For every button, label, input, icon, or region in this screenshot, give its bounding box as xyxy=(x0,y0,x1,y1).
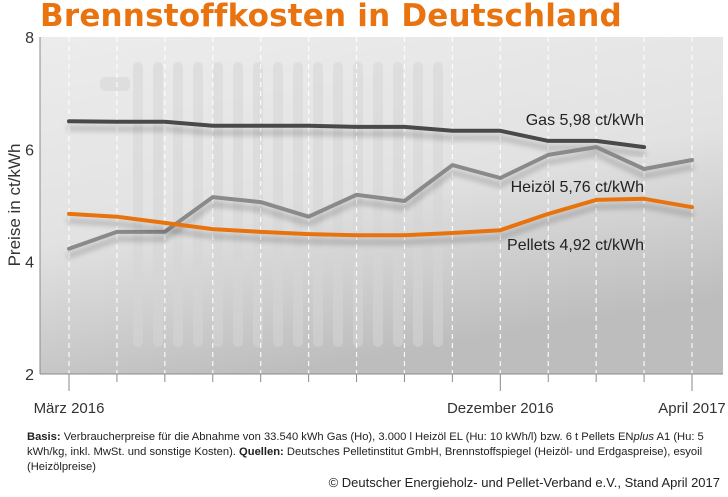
series-labels: Gas 5,98 ct/kWh Heizöl 5,76 ct/kWh Pellets… xyxy=(507,112,644,254)
x-ticks: März 2016 Dezember 2016 April 2017 xyxy=(34,374,726,417)
radiator-fin xyxy=(153,62,163,347)
series-lines xyxy=(67,119,694,251)
radiator-fin xyxy=(273,62,283,347)
y-tick-label: 2 xyxy=(25,367,34,384)
chart-title: Brennstoffkosten in Deutschland xyxy=(40,0,622,34)
sources-text: Deutsches Pelletinstitut GmbH, Brennstof… xyxy=(27,446,703,473)
radiator-fin xyxy=(213,62,223,347)
grid-lines xyxy=(68,37,693,374)
y-tick-label: 4 xyxy=(25,255,34,272)
radiator-fin xyxy=(433,62,443,347)
series-label-pellets: Pellets 4,92 ct/kWh xyxy=(507,237,644,254)
radiator-fin xyxy=(353,62,363,347)
series-label-gas: Gas 5,98 ct/kWh xyxy=(526,112,644,129)
radiator-fin xyxy=(373,62,383,347)
radiator-fin xyxy=(413,62,423,347)
basis-text-2: A1 (Hu: 5 kWh/kg, inkl. MwSt. und sonsti… xyxy=(27,431,704,458)
radiator-fin xyxy=(133,62,143,347)
radiator-fin xyxy=(173,62,183,347)
series-line-gas xyxy=(67,119,647,150)
basis-italic: plus xyxy=(633,431,655,443)
radiator-fin xyxy=(293,62,303,347)
y-tick-label: 8 xyxy=(25,30,34,47)
y-ticks: 2 4 6 8 xyxy=(25,30,34,384)
footnote: Basis: Verbraucherpreise für die Abnahme… xyxy=(27,430,717,475)
copyright: © Deutscher Energieholz- und Pellet-Verb… xyxy=(328,475,720,490)
series-line-pellets xyxy=(67,196,694,238)
series-line-heizl xyxy=(67,145,694,251)
radiator-fin xyxy=(393,62,403,347)
radiator-valve xyxy=(100,77,130,91)
series-label-heizl: Heizöl 5,76 ct/kWh xyxy=(511,179,644,196)
radiator-fin xyxy=(253,62,263,347)
radiator-fin xyxy=(193,62,203,347)
radiator-fin xyxy=(313,62,323,347)
x-tick-label: April 2017 xyxy=(658,400,726,417)
y-axis-label: Preise in ct/kWh xyxy=(5,144,24,267)
y-tick-label: 6 xyxy=(25,142,34,159)
basis-label: Basis: xyxy=(27,431,61,443)
x-tick-label: Dezember 2016 xyxy=(447,400,554,417)
x-tick-label: März 2016 xyxy=(34,400,105,417)
sources-label: Quellen: xyxy=(239,446,284,458)
radiator-fin xyxy=(233,62,243,347)
basis-text: Verbraucherpreise für die Abnahme von 33… xyxy=(60,431,634,443)
line-chart: März 2016 Dezember 2016 April 2017 2 4 6 8 Pr… xyxy=(5,30,726,417)
